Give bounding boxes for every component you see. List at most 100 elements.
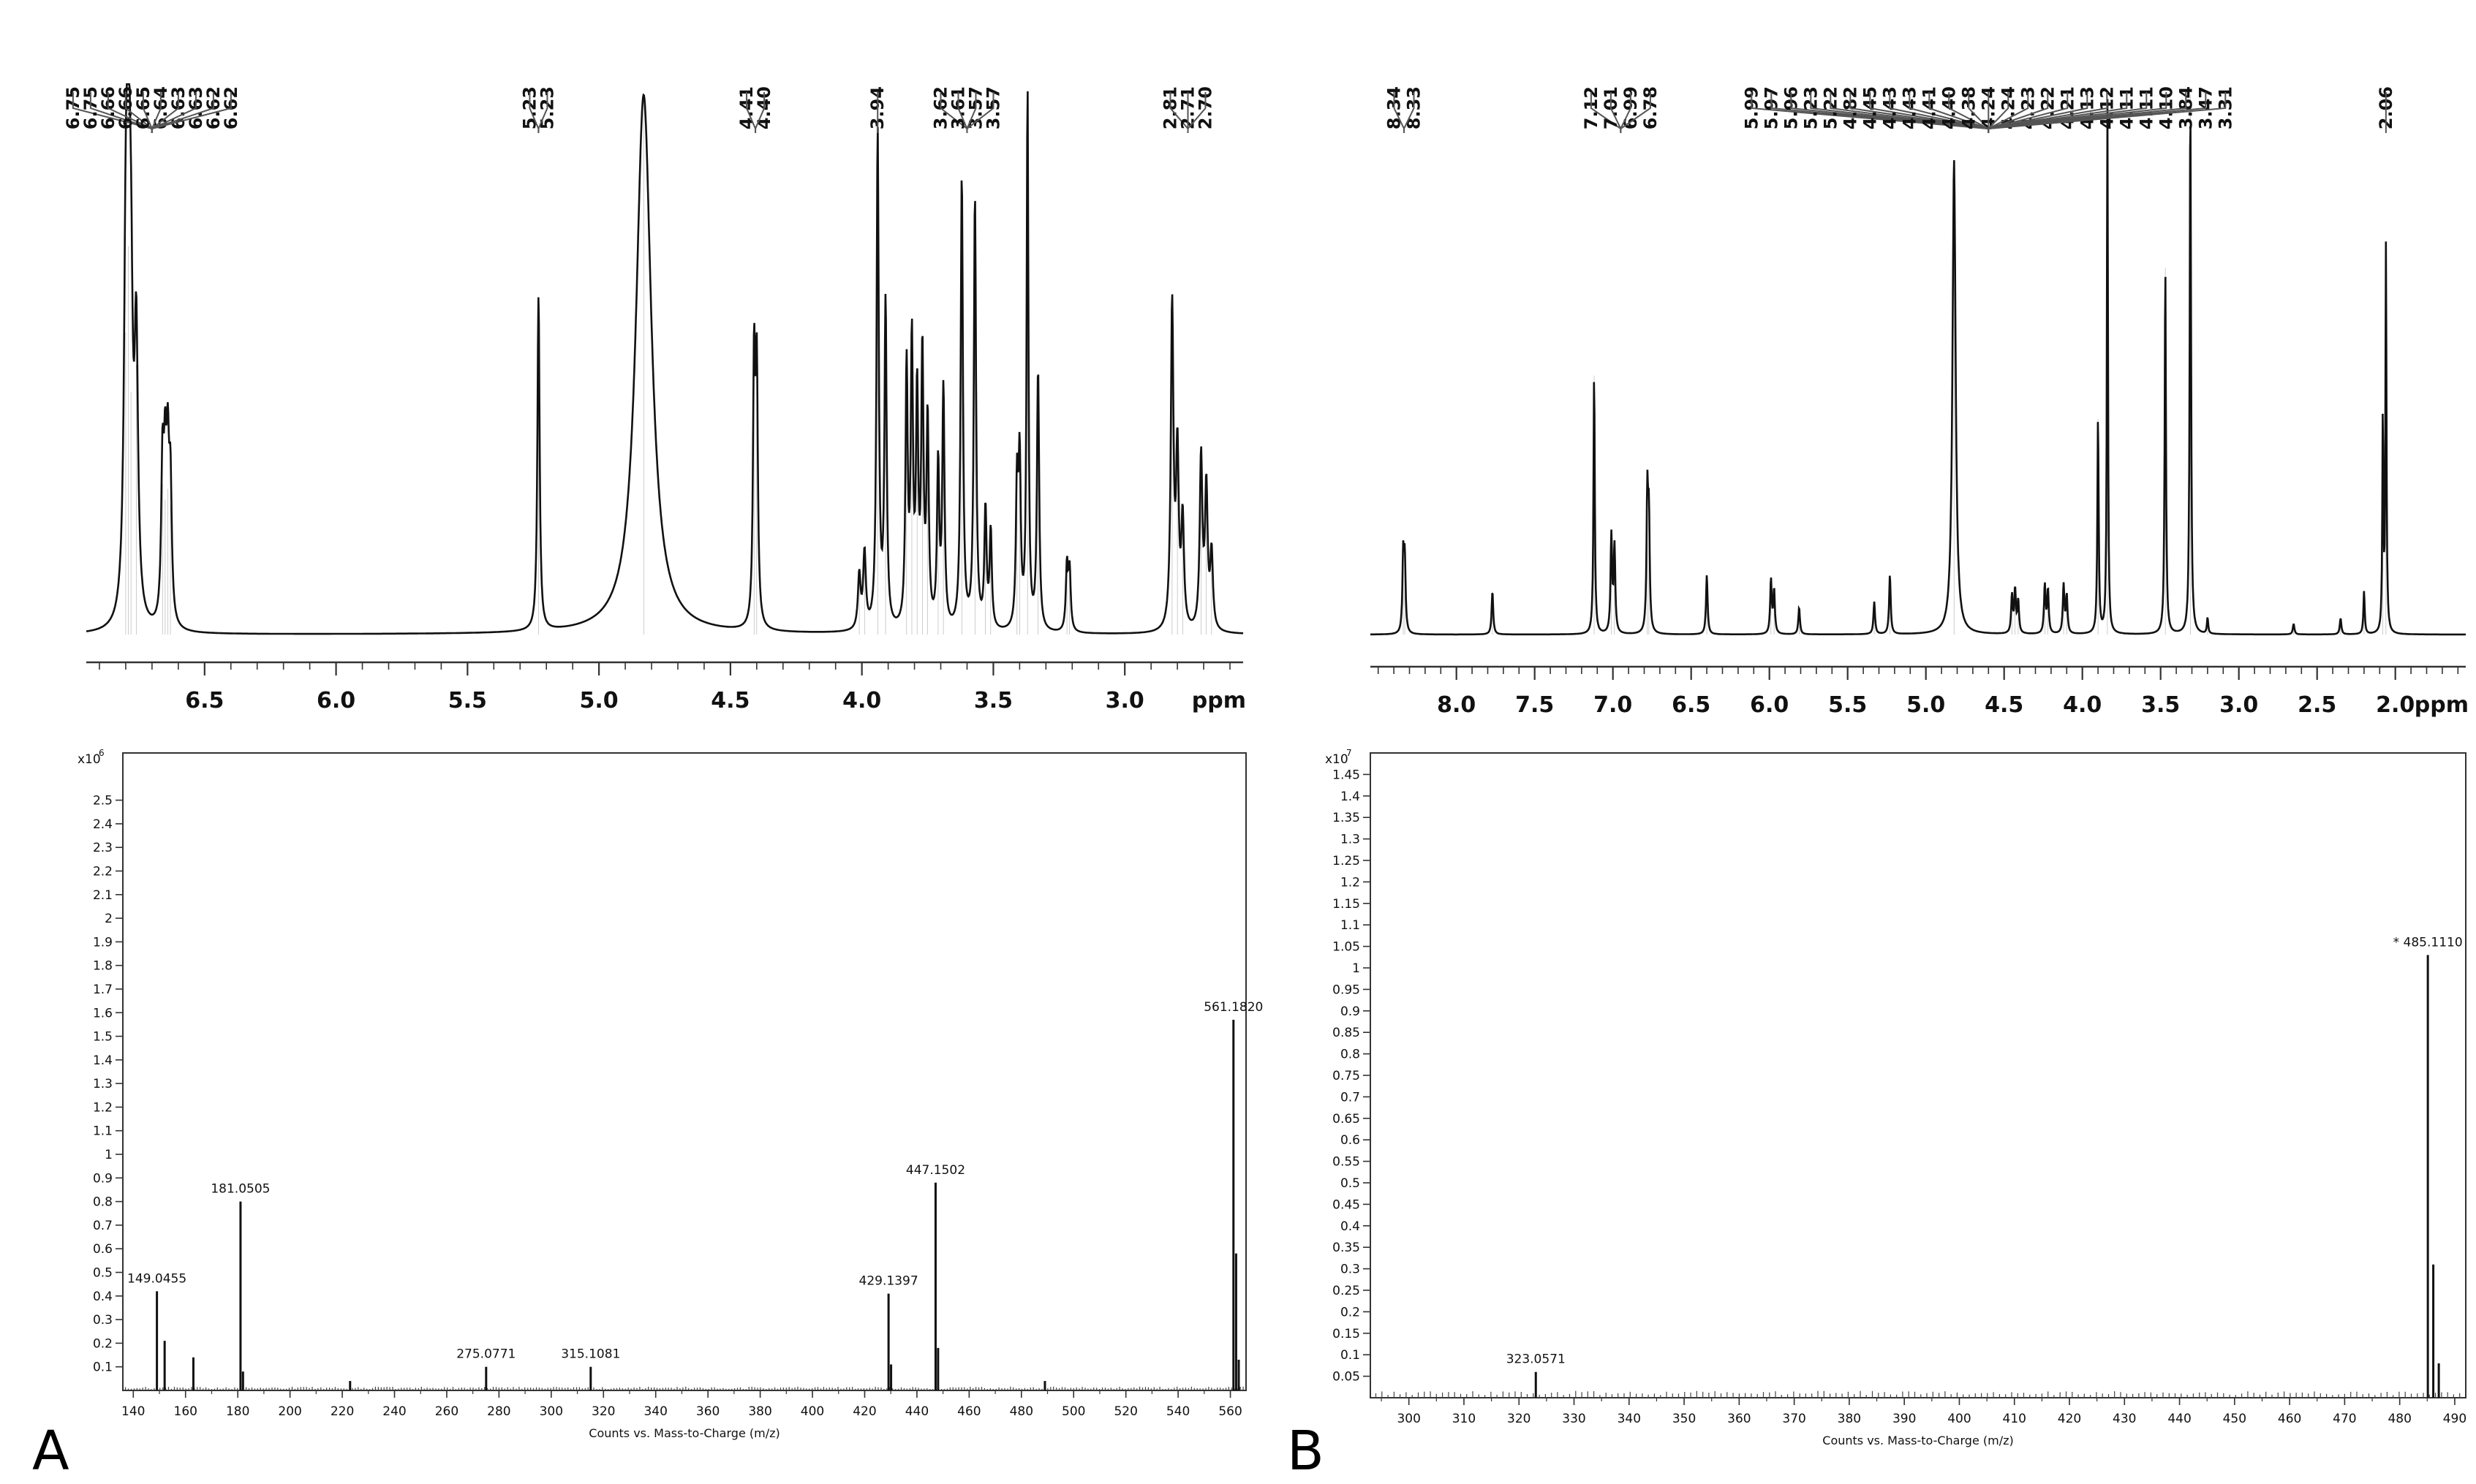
nmr-tick-label: 5.5: [448, 688, 487, 713]
nmr-label-connector: [1187, 92, 1207, 133]
ms-y-tick-label: 0.85: [1332, 1026, 1360, 1040]
ms-y-tick-label: 1.7: [93, 983, 113, 997]
ms-x-tick-label: 450: [2223, 1412, 2246, 1426]
nmr-tick-label: 6.0: [317, 688, 355, 713]
ms-x-axis-title: Counts vs. Mass-to-Charge (m/z): [589, 1426, 780, 1440]
nmr-tick-label: 6.0: [1750, 692, 1789, 718]
ms-y-tick-label: 0.2: [1340, 1305, 1360, 1320]
panel-b-letter: B: [1287, 1420, 1324, 1483]
ms-y-tick-label: 1.5: [93, 1030, 113, 1045]
ms-baseline-noise: [125, 1386, 1244, 1390]
ms-x-tick-label: 420: [853, 1404, 876, 1419]
ms-x-tick-label: 240: [382, 1404, 406, 1419]
nmr-axis-title: ppm: [1192, 688, 1246, 713]
nmr-tick-label: 2.0: [2376, 692, 2415, 718]
ms-y-exponent: x10: [1325, 752, 1348, 767]
ms-y-tick-label: 0.75: [1332, 1069, 1360, 1083]
ms-y-tick-label: 0.95: [1332, 983, 1360, 997]
ms-y-tick-label: 1: [1352, 961, 1360, 976]
ms-y-tick-label: 0.7: [1340, 1090, 1360, 1105]
ms-x-tick-label: 280: [487, 1404, 510, 1419]
ms-x-tick-label: 430: [2113, 1412, 2136, 1426]
panel-b-nmr-spectrum: 8.0 7.5 7.0 6.5 6.0 5.5 5.0 4.5 4.0 3.5 3.0 2.5 2.0 p…: [1370, 86, 2469, 718]
ms-y-exponent: x10: [78, 752, 101, 767]
ms-x-tick-label: 200: [278, 1404, 301, 1419]
ms-x-tick-label: 460: [2278, 1412, 2301, 1426]
ms-x-tick-label: 370: [1782, 1412, 1805, 1426]
ms-y-tick-label: 0.6: [93, 1242, 113, 1257]
ms-x-tick-label: 380: [1838, 1412, 1861, 1426]
ms-x-tick-label: 480: [1010, 1404, 1033, 1419]
ms-x-tick-label: 160: [174, 1404, 197, 1419]
nmr-tick-label: 3.5: [2141, 692, 2180, 718]
nmr-label-connector: [966, 92, 994, 133]
ms-peak-label: * 485.1110: [2393, 935, 2463, 950]
ms-y-tick-label: 0.9: [93, 1171, 113, 1186]
ms-y-tick-label: 2.3: [93, 841, 113, 855]
nmr-trace: [1370, 99, 2466, 636]
nmr-axis-title: ppm: [2415, 692, 2469, 718]
nmr-tick-label: 8.0: [1437, 692, 1476, 718]
panel-a-letter: A: [32, 1420, 69, 1483]
nmr-tick-label: 3.0: [2219, 692, 2258, 718]
panel-b-mass-spectrum: 0.05 0.1 0.15 0.2 0.25 0.3 0.35 0.4 0.45 0.5 0.55 0…: [1325, 748, 2466, 1447]
ms-x-tick-label: 440: [2167, 1412, 2191, 1426]
ms-y-tick-label: 2.1: [93, 888, 113, 903]
ms-y-tick-label: 0.1: [1340, 1348, 1360, 1363]
ms-x-tick-label: 440: [905, 1404, 929, 1419]
ms-x-tick-label: 410: [2003, 1412, 2026, 1426]
nmr-tick-label: 4.0: [2063, 692, 2102, 718]
ms-y-tick-label: 1.45: [1332, 768, 1360, 782]
ms-y-tick-label: 1.3: [1340, 833, 1360, 847]
ms-y-tick-label: 0.55: [1332, 1155, 1360, 1170]
ms-peak-label: 429.1397: [859, 1274, 918, 1289]
ms-peak-label: 149.0455: [127, 1271, 186, 1286]
ms-x-tick-label: 330: [1562, 1412, 1585, 1426]
ms-x-tick-label: 540: [1166, 1404, 1190, 1419]
ms-x-tick-label: 360: [696, 1404, 720, 1419]
ms-x-tick-label: 400: [1947, 1412, 1971, 1426]
ms-peak-label: 447.1502: [906, 1163, 965, 1178]
nmr-tick-label: 4.0: [842, 688, 881, 713]
ms-y-tick-label: 0.35: [1332, 1241, 1360, 1255]
ms-y-exponent-power: 6: [99, 748, 105, 758]
ms-x-tick-label: 480: [2388, 1412, 2411, 1426]
ms-y-tick-label: 1.15: [1332, 897, 1360, 912]
ms-y-tick-label: 1.4: [93, 1053, 113, 1068]
ms-y-tick-label: 1.05: [1332, 940, 1360, 955]
ms-y-tick-label: 0.05: [1332, 1370, 1360, 1385]
nmr-tick-label: 6.5: [1672, 692, 1710, 718]
ms-x-tick-label: 560: [1218, 1404, 1242, 1419]
ms-x-tick-label: 520: [1114, 1404, 1137, 1419]
ms-x-tick-label: 350: [1672, 1412, 1696, 1426]
ms-y-tick-label: 0.6: [1340, 1133, 1360, 1148]
ms-y-tick-label: 0.3: [1340, 1262, 1360, 1277]
ms-x-tick-label: 300: [540, 1404, 563, 1419]
nmr-tick-label: 4.5: [711, 688, 750, 713]
nmr-label-connector: [755, 92, 766, 133]
ms-y-tick-label: 0.8: [93, 1195, 113, 1210]
ms-x-tick-label: 320: [592, 1404, 615, 1419]
ms-y-tick-label: 0.5: [93, 1266, 113, 1281]
nmr-tick-label: 7.5: [1515, 692, 1554, 718]
ms-y-tick-label: 2.4: [93, 817, 113, 832]
ms-peak-label: 315.1081: [561, 1347, 620, 1362]
ms-y-tick-label: 2.2: [93, 864, 113, 879]
ms-y-tick-label: 1.1: [93, 1124, 113, 1139]
nmr-tick-label: 5.0: [580, 688, 619, 713]
ms-plot-frame: [122, 752, 1247, 1391]
ms-baseline-noise: [1375, 1390, 2461, 1398]
nmr-tick-label: 3.5: [974, 688, 1013, 713]
nmr-tick-label: 3.0: [1106, 688, 1144, 713]
ms-y-tick-label: 1.2: [1340, 875, 1360, 890]
ms-y-tick-label: 1: [105, 1148, 113, 1162]
nmr-label-connector: [1403, 92, 1415, 133]
ms-x-tick-label: 500: [1062, 1404, 1085, 1419]
ms-y-tick-label: 0.65: [1332, 1112, 1360, 1127]
ms-y-tick-label: 0.4: [93, 1290, 113, 1304]
ms-y-tick-label: 1.9: [93, 935, 113, 950]
ms-x-tick-label: 390: [1892, 1412, 1916, 1426]
ms-x-tick-label: 360: [1727, 1412, 1751, 1426]
nmr-tick-label: 7.0: [1593, 692, 1632, 718]
